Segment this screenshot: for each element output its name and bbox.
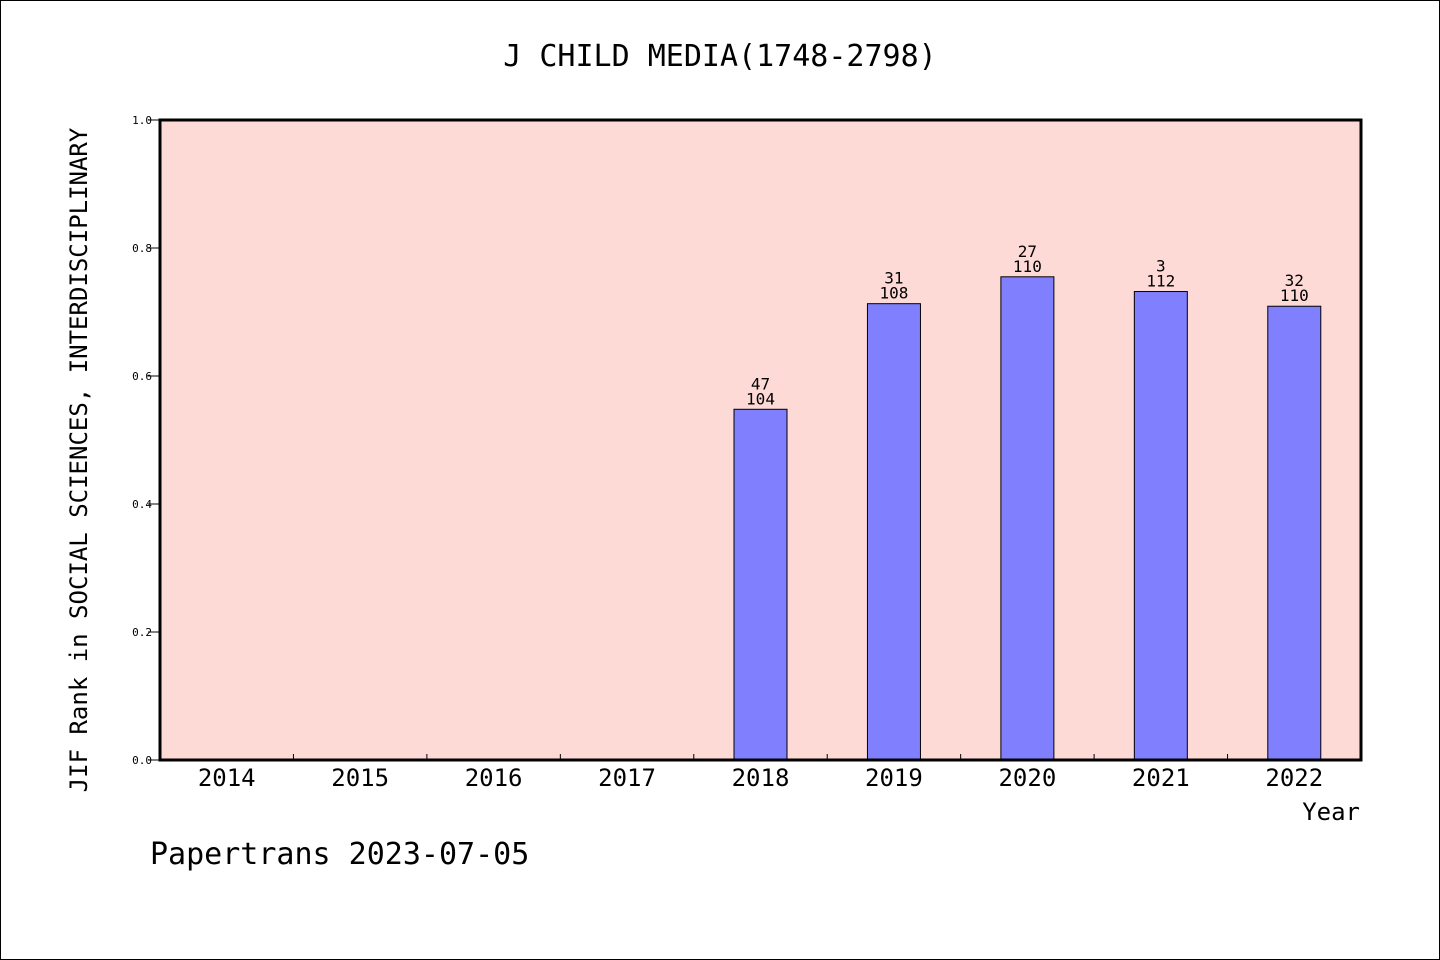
y-tick-label: 0.8 [132, 242, 152, 255]
x-tick-label: 2018 [732, 764, 790, 792]
bar-total-label: 110 [1280, 286, 1309, 305]
bar-total-label: 112 [1146, 272, 1175, 291]
bar-rank-label: 31 [884, 269, 903, 288]
bar [1133, 291, 1188, 761]
x-tick-label: 2020 [998, 764, 1056, 792]
x-tick-label: 2019 [865, 764, 923, 792]
x-tick-label: 2016 [465, 764, 523, 792]
bar [866, 303, 921, 761]
chart-title: J CHILD MEDIA(1748-2798) [503, 39, 936, 74]
bar-rank-label: 27 [1018, 242, 1037, 261]
y-tick-label: 0.2 [132, 626, 152, 639]
x-tick-label: 2015 [331, 764, 389, 792]
bar-total-label: 108 [879, 284, 908, 303]
footer-text: Papertrans 2023-07-05 [150, 837, 529, 872]
y-axis: 0.0 0.2 0.4 0.6 0.8 1.0 [132, 114, 160, 767]
y-axis-label: JIF Rank in SOCIAL SCIENCES, INTERDISCIP… [65, 127, 93, 792]
bar-rank-label: 47 [751, 374, 770, 393]
bar-rank-label: 32 [1285, 271, 1304, 290]
x-axis: 2014 2015 2016 2017 2018 2019 2020 2021 2022 [198, 754, 1323, 792]
bar-total-label: 104 [746, 389, 775, 408]
x-tick-label: 2021 [1132, 764, 1190, 792]
y-tick-label: 0.6 [132, 370, 152, 383]
bar [1000, 276, 1055, 761]
x-tick-label: 2022 [1265, 764, 1323, 792]
y-tick-label: 1.0 [132, 114, 152, 127]
plot-border [158, 118, 1363, 762]
y-tick-label: 0.4 [132, 498, 152, 511]
bar [733, 408, 788, 761]
bar-total-label: 110 [1013, 257, 1042, 276]
y-tick-label: 0.0 [132, 754, 152, 767]
x-tick-label: 2017 [598, 764, 656, 792]
bar-rank-label: 3 [1156, 257, 1166, 276]
x-axis-label: Year [1302, 798, 1360, 826]
bar [1267, 305, 1322, 761]
x-tick-label: 2014 [198, 764, 256, 792]
